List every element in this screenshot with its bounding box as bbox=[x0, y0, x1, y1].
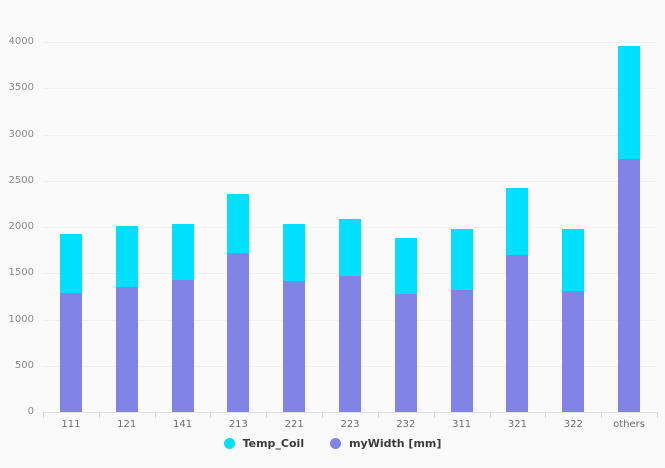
x-axis-label-others: others bbox=[613, 419, 645, 430]
x-axis-label-321: 321 bbox=[507, 419, 527, 430]
legend-label-temp-coil: Temp_Coil bbox=[242, 437, 305, 450]
y-axis-tick-label: 3000 bbox=[8, 129, 34, 140]
bar-segment-tempcoil-213[interactable] bbox=[227, 193, 250, 253]
mywidth-swatch-icon bbox=[330, 438, 342, 449]
x-axis-tick bbox=[378, 412, 379, 418]
bar-segment-mywidth-322[interactable] bbox=[562, 290, 585, 412]
bar-segment-tempcoil-others[interactable] bbox=[618, 45, 641, 159]
bar-segment-mywidth-111[interactable] bbox=[59, 292, 82, 412]
bar-segment-tempcoil-221[interactable] bbox=[283, 224, 306, 281]
bar-segment-tempcoil-311[interactable] bbox=[450, 228, 473, 290]
bar-segment-mywidth-223[interactable] bbox=[339, 276, 361, 412]
y-axis-tick-label: 3500 bbox=[8, 82, 34, 93]
gridline bbox=[43, 135, 657, 136]
x-axis-tick bbox=[601, 412, 602, 418]
x-axis-label-213: 213 bbox=[228, 419, 248, 430]
legend-label-mywidth: myWidth [mm] bbox=[349, 437, 442, 450]
x-axis-label-223: 223 bbox=[340, 419, 360, 430]
bar-segment-mywidth-321[interactable] bbox=[506, 254, 529, 412]
bar-segment-mywidth-221[interactable] bbox=[283, 280, 306, 412]
x-axis-label-221: 221 bbox=[284, 419, 304, 430]
temp-coil-swatch-icon bbox=[223, 438, 235, 449]
x-axis-label-232: 232 bbox=[396, 419, 416, 430]
legend: Temp_Coil myWidth [mm] bbox=[0, 437, 665, 450]
bar-segment-tempcoil-111[interactable] bbox=[59, 234, 82, 293]
x-axis-tick bbox=[155, 412, 156, 418]
x-axis-tick bbox=[210, 412, 211, 418]
x-axis-tick bbox=[657, 412, 658, 418]
x-axis-tick bbox=[99, 412, 100, 418]
x-axis-label-141: 141 bbox=[172, 419, 193, 430]
x-axis-tick bbox=[545, 412, 546, 418]
bar-segment-tempcoil-232[interactable] bbox=[394, 238, 417, 294]
x-axis-label-111: 111 bbox=[61, 419, 81, 430]
bar-segment-tempcoil-321[interactable] bbox=[506, 188, 529, 255]
y-axis-tick-label: 1000 bbox=[8, 314, 34, 325]
x-axis-tick bbox=[322, 412, 323, 418]
bar-segment-mywidth-others[interactable] bbox=[618, 158, 641, 412]
bar-segment-tempcoil-141[interactable] bbox=[171, 224, 194, 280]
gridline bbox=[43, 42, 657, 43]
x-axis-tick bbox=[490, 412, 491, 418]
bar-segment-tempcoil-223[interactable] bbox=[339, 218, 361, 277]
y-axis-tick-label: 2500 bbox=[8, 175, 34, 186]
x-axis-label-311: 311 bbox=[452, 419, 472, 430]
y-axis-tick-label: 2000 bbox=[8, 221, 34, 232]
gridline bbox=[43, 181, 657, 182]
bar-segment-tempcoil-121[interactable] bbox=[115, 226, 138, 288]
x-axis-tick bbox=[434, 412, 435, 418]
gridline bbox=[43, 88, 657, 89]
y-axis-tick-label: 0 bbox=[27, 406, 34, 417]
y-axis-tick-label: 4000 bbox=[8, 36, 34, 47]
x-axis-tick bbox=[43, 412, 44, 418]
bar-segment-mywidth-141[interactable] bbox=[171, 279, 194, 412]
x-axis-tick bbox=[266, 412, 267, 418]
x-axis-label-121: 121 bbox=[117, 419, 137, 430]
bar-segment-mywidth-311[interactable] bbox=[450, 289, 473, 412]
bar-segment-mywidth-213[interactable] bbox=[227, 252, 250, 412]
y-axis-tick-label: 500 bbox=[14, 360, 34, 371]
legend-item-temp-coil[interactable]: Temp_Coil bbox=[223, 437, 305, 450]
bar-segment-tempcoil-322[interactable] bbox=[562, 228, 585, 291]
bar-segment-mywidth-121[interactable] bbox=[115, 287, 138, 412]
x-axis-label-322: 322 bbox=[563, 419, 583, 430]
y-axis-tick-label: 1500 bbox=[8, 267, 34, 278]
x-axis-line bbox=[43, 412, 657, 413]
legend-item-mywidth[interactable]: myWidth [mm] bbox=[330, 437, 441, 450]
bar-segment-mywidth-232[interactable] bbox=[394, 293, 417, 412]
